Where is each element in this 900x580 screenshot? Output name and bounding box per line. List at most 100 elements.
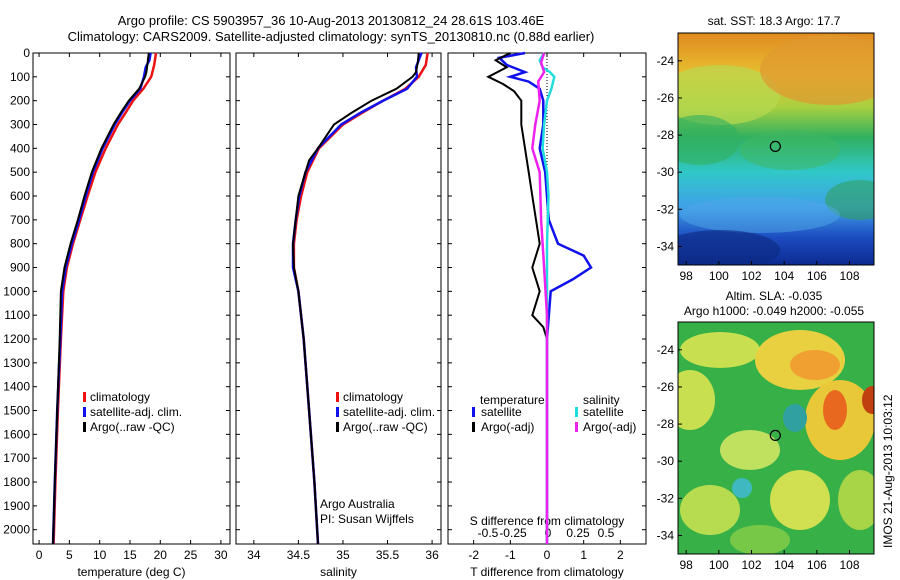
x-axis-label: T difference from climatology bbox=[470, 565, 624, 579]
map-y-tick-label: -30 bbox=[657, 165, 675, 179]
x-axis-label: temperature (deg C) bbox=[77, 565, 185, 579]
x-tick-label: 35 bbox=[336, 548, 350, 562]
y-tick-label: 1100 bbox=[4, 308, 30, 322]
y-tick-label: 100 bbox=[10, 70, 30, 84]
map-y-tick-label: -24 bbox=[657, 54, 675, 68]
sla-map-title-1: Altim. SLA: -0.035 bbox=[726, 289, 823, 303]
legend-label: satellite-adj. clim. bbox=[343, 405, 435, 419]
legend-label: Argo(..raw -QC) bbox=[90, 420, 175, 434]
map-y-tick-label: -24 bbox=[657, 343, 675, 357]
x-tick-label: 5 bbox=[66, 548, 73, 562]
series-line bbox=[486, 52, 548, 544]
legend-label: satellite-adj. clim. bbox=[90, 405, 182, 419]
map-x-tick-label: 106 bbox=[807, 269, 827, 283]
legend-label: climatology bbox=[343, 390, 403, 404]
top-tick-label: 0.25 bbox=[566, 526, 590, 540]
y-tick-label: 1500 bbox=[3, 404, 30, 418]
y-tick-label: 600 bbox=[10, 189, 30, 203]
y-tick-label: 1900 bbox=[3, 499, 30, 513]
legend-swatch bbox=[472, 422, 475, 432]
plot-frame bbox=[32, 52, 231, 545]
annotation-text: Argo Australia bbox=[320, 497, 395, 511]
x-tick-label: -2 bbox=[468, 548, 479, 562]
map-x-tick-label: 100 bbox=[709, 269, 729, 283]
x-tick-label: 2 bbox=[617, 548, 624, 562]
difference-panel: -2 -1 0 1 2 T difference from climatology -0.5… bbox=[447, 51, 647, 579]
legend-label: satellite bbox=[583, 405, 624, 419]
series-line bbox=[496, 51, 593, 544]
map-x-tick-label: 98 bbox=[679, 269, 693, 283]
legend-swatch bbox=[336, 422, 339, 432]
map-x-tick-label: 104 bbox=[774, 269, 794, 283]
legend-label: Argo(-adj) bbox=[481, 420, 534, 434]
map-y-tick-label: -34 bbox=[657, 239, 675, 253]
legend-swatch bbox=[336, 392, 339, 402]
series-line bbox=[291, 52, 420, 545]
map-x-tick-label: 102 bbox=[741, 269, 761, 283]
legend-swatch bbox=[575, 407, 578, 417]
sla-heatmap bbox=[678, 322, 874, 554]
y-tick-label: 200 bbox=[10, 94, 30, 108]
legend-group-title: salinity bbox=[583, 393, 620, 407]
x-axis-label: salinity bbox=[320, 565, 357, 579]
top-tick-label: -0.25 bbox=[499, 526, 527, 540]
x-tick-label: 20 bbox=[154, 548, 168, 562]
title-line-2: Climatology: CARS2009. Satellite-adjuste… bbox=[68, 29, 595, 44]
map-y-tick-label: -28 bbox=[657, 417, 675, 431]
map-x-tick-label: 102 bbox=[741, 558, 761, 572]
x-tick-label: 15 bbox=[123, 548, 137, 562]
x-tick-label: 1 bbox=[580, 548, 587, 562]
map-y-tick-label: -30 bbox=[657, 454, 675, 468]
x-tick-label: 10 bbox=[93, 548, 107, 562]
plot-frame bbox=[235, 52, 442, 545]
map-x-tick-label: 108 bbox=[839, 269, 859, 283]
legend-swatch bbox=[83, 422, 86, 432]
sst-heatmap bbox=[678, 33, 874, 265]
sst-map-axes: 98 100 102 104 106 108 -24 -26 -28 -30 -32 -34 bbox=[657, 54, 860, 283]
sst-map-title: sat. SST: 18.3 Argo: 17.7 bbox=[708, 14, 841, 28]
top-tick-label: -0.5 bbox=[478, 526, 499, 540]
legend-swatch bbox=[83, 392, 86, 402]
legend-label: Argo(-adj) bbox=[583, 420, 636, 434]
y-tick-label: 800 bbox=[10, 237, 30, 251]
sla-argo-location-marker bbox=[769, 429, 781, 442]
map-y-tick-label: -32 bbox=[657, 491, 675, 505]
title-line-1: Argo profile: CS 5903957_36 10-Aug-2013 … bbox=[118, 13, 545, 28]
y-tick-label: 1000 bbox=[3, 284, 30, 298]
temperature-panel: 0100200300400500600700800900100011001200… bbox=[3, 46, 231, 579]
y-tick-label: 900 bbox=[10, 261, 30, 275]
map-x-tick-label: 106 bbox=[807, 558, 827, 572]
legend-group-title: temperature bbox=[480, 393, 545, 407]
x-tick-label: 35.5 bbox=[376, 548, 400, 562]
legend-swatch bbox=[336, 407, 339, 417]
legend-swatch bbox=[472, 407, 475, 417]
y-tick-label: 0 bbox=[23, 46, 30, 60]
map-y-tick-label: -26 bbox=[657, 380, 675, 394]
sla-map-frame bbox=[677, 321, 875, 555]
x-tick-label: 30 bbox=[214, 548, 228, 562]
map-y-tick-label: -26 bbox=[657, 91, 675, 105]
sst-argo-location-marker bbox=[769, 140, 781, 153]
sst-map-frame bbox=[677, 32, 875, 266]
top-tick-label: 0.5 bbox=[598, 526, 615, 540]
legend-label: Argo(..raw -QC) bbox=[343, 420, 428, 434]
legend-swatch bbox=[575, 422, 578, 432]
legend-label: climatology bbox=[90, 390, 150, 404]
y-tick-label: 1300 bbox=[3, 356, 30, 370]
map-x-tick-label: 98 bbox=[679, 558, 693, 572]
map-x-tick-label: 104 bbox=[774, 558, 794, 572]
y-tick-label: 1200 bbox=[3, 332, 30, 346]
salinity-panel: 34 34.5 35 35.5 36 salinity climatologysatelli… bbox=[235, 52, 442, 579]
x-tick-label: 0 bbox=[36, 548, 43, 562]
y-tick-label: 1400 bbox=[3, 380, 30, 394]
x-tick-label: 36 bbox=[425, 548, 439, 562]
annotation-text: PI: Susan Wijffels bbox=[320, 512, 414, 526]
x-tick-label: 0 bbox=[544, 548, 551, 562]
x-tick-label: -1 bbox=[505, 548, 516, 562]
y-tick-label: 1700 bbox=[3, 451, 30, 465]
y-tick-label: 400 bbox=[10, 141, 30, 155]
x-tick-label: 34 bbox=[247, 548, 261, 562]
side-timestamp-label: IMOS 21-Aug-2013 10:03:12 bbox=[881, 394, 895, 548]
y-tick-label: 2000 bbox=[3, 523, 30, 537]
y-tick-label: 500 bbox=[10, 165, 30, 179]
